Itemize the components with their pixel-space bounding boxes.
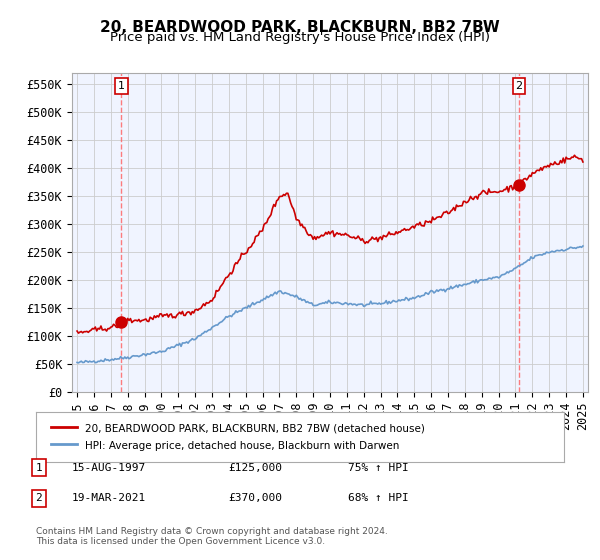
- Text: 19-MAR-2021: 19-MAR-2021: [72, 493, 146, 503]
- Text: 15-AUG-1997: 15-AUG-1997: [72, 463, 146, 473]
- Text: 68% ↑ HPI: 68% ↑ HPI: [348, 493, 409, 503]
- Text: Contains HM Land Registry data © Crown copyright and database right 2024.
This d: Contains HM Land Registry data © Crown c…: [36, 526, 388, 546]
- Text: 2: 2: [35, 493, 43, 503]
- Text: 1: 1: [35, 463, 43, 473]
- Text: Price paid vs. HM Land Registry's House Price Index (HPI): Price paid vs. HM Land Registry's House …: [110, 31, 490, 44]
- Text: £370,000: £370,000: [228, 493, 282, 503]
- Text: 2: 2: [515, 81, 523, 91]
- Legend: 20, BEARDWOOD PARK, BLACKBURN, BB2 7BW (detached house), HPI: Average price, det: 20, BEARDWOOD PARK, BLACKBURN, BB2 7BW (…: [46, 419, 429, 455]
- Text: 20, BEARDWOOD PARK, BLACKBURN, BB2 7BW: 20, BEARDWOOD PARK, BLACKBURN, BB2 7BW: [100, 20, 500, 35]
- Text: 1: 1: [118, 81, 125, 91]
- Text: £125,000: £125,000: [228, 463, 282, 473]
- Text: 75% ↑ HPI: 75% ↑ HPI: [348, 463, 409, 473]
